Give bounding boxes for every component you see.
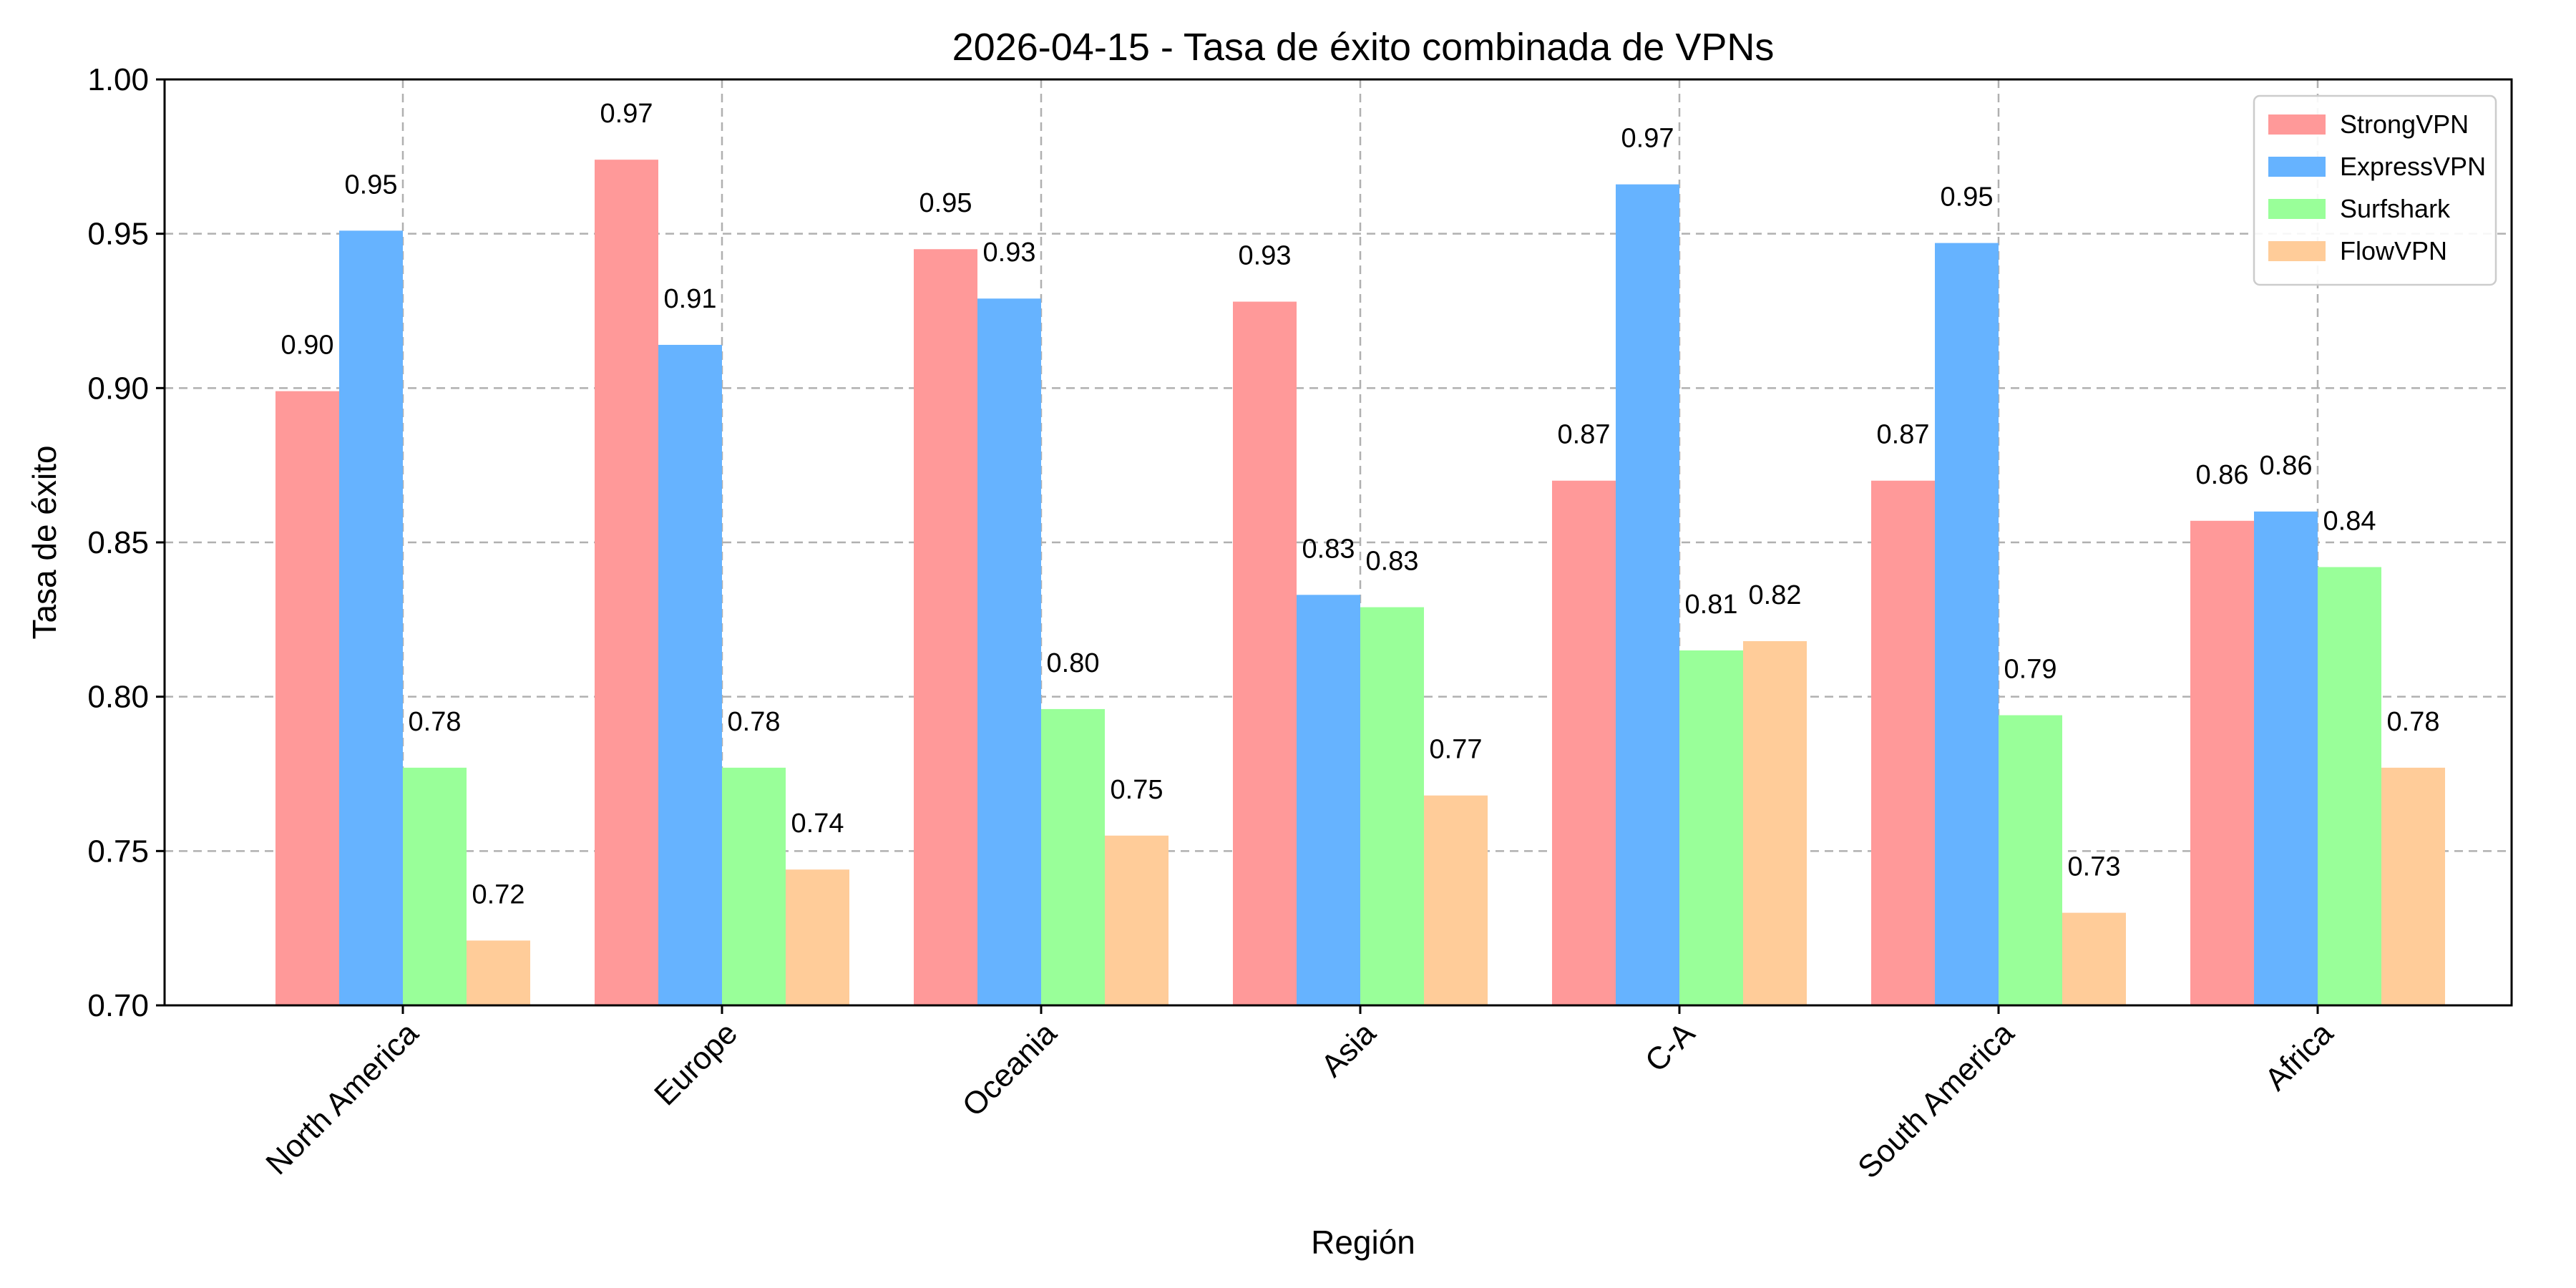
bar [403, 767, 467, 1005]
bar [2062, 912, 2126, 1005]
bar [1041, 708, 1105, 1005]
legend-box [2253, 94, 2497, 286]
bar-value-label: 0.78 [728, 707, 781, 737]
bar [658, 344, 722, 1005]
bar [1424, 795, 1488, 1005]
x-tick-label: South America [1851, 1015, 2021, 1185]
bar [977, 298, 1041, 1005]
legend-swatch [2268, 199, 2326, 219]
bar-value-label: 0.72 [472, 879, 525, 909]
bar-value-label: 0.73 [2068, 852, 2121, 882]
bar [786, 869, 849, 1005]
bar-value-label: 0.79 [2004, 655, 2057, 685]
y-axis-label: Tasa de éxito [26, 445, 63, 639]
y-tick-label: 0.95 [87, 217, 149, 252]
legend-label: StrongVPN [2340, 109, 2469, 139]
y-tick-label: 0.80 [87, 680, 149, 715]
bar [1999, 715, 2062, 1005]
bar-value-label: 0.75 [1111, 775, 1163, 805]
x-tick-label: North America [259, 1015, 425, 1181]
bar-value-label: 0.77 [1430, 735, 1483, 765]
bar-value-label: 0.93 [1239, 241, 1292, 271]
bar-value-label: 0.86 [2260, 451, 2313, 481]
legend-swatch [2268, 114, 2326, 135]
bar [2190, 520, 2254, 1005]
bar [1552, 480, 1616, 1005]
y-tick-label: 0.90 [87, 371, 149, 406]
bar [1871, 480, 1935, 1005]
bar-value-label: 0.91 [664, 284, 717, 314]
bar [914, 249, 977, 1005]
bar [1743, 641, 1807, 1005]
bar-value-label: 0.83 [1366, 547, 1419, 577]
bar-value-label: 0.78 [409, 707, 462, 737]
bar [339, 230, 403, 1006]
legend-label: FlowVPN [2340, 236, 2447, 265]
x-axis: North America Europe Oceania Asia C-A South A… [259, 1005, 2340, 1185]
x-tick-label: Oceania [956, 1015, 1064, 1123]
bar-value-label: 0.81 [1685, 590, 1738, 620]
bar [2254, 511, 2318, 1005]
bar-value-label: 0.95 [1941, 182, 1994, 213]
y-axis: 0.70 0.75 0.80 0.85 0.90 0.95 1.00 [87, 62, 165, 1023]
bar-value-label: 0.93 [983, 238, 1036, 268]
bar [1105, 835, 1169, 1005]
bar-value-label: 0.83 [1302, 534, 1355, 564]
legend-swatch [2268, 157, 2326, 177]
y-tick-label: 1.00 [87, 62, 149, 97]
bar-value-label: 0.95 [345, 170, 398, 200]
bar [1679, 650, 1743, 1005]
bar-value-label: 0.74 [791, 809, 844, 839]
bar-value-label: 0.87 [1558, 420, 1611, 450]
bar-value-label: 0.90 [281, 331, 334, 361]
legend-label: Surfshark [2340, 194, 2451, 223]
chart-title: 2026-04-15 - Tasa de éxito combinada de … [952, 26, 1775, 69]
bar [1360, 607, 1424, 1005]
bar [467, 940, 530, 1005]
bar [275, 391, 339, 1005]
bar [1935, 243, 1999, 1005]
bar-value-label: 0.95 [919, 188, 972, 218]
bar [1297, 595, 1360, 1005]
x-tick-label: Asia [1314, 1015, 1383, 1084]
x-axis-label: Región [1311, 1224, 1415, 1261]
bar [722, 767, 786, 1005]
bar [595, 160, 658, 1005]
bar [1616, 184, 1679, 1005]
bar-value-label: 0.97 [1621, 124, 1674, 154]
y-tick-label: 0.85 [87, 525, 149, 560]
bar-value-label: 0.97 [600, 99, 653, 129]
bar-value-label: 0.86 [2196, 460, 2249, 490]
bar-value-label: 0.84 [2323, 507, 2376, 537]
x-tick-label: C-A [1639, 1015, 1702, 1079]
legend-swatch [2268, 241, 2326, 261]
bar-value-label: 0.80 [1047, 648, 1100, 678]
bar [2318, 567, 2381, 1005]
bar [2381, 767, 2445, 1005]
bar-labels: 0.90 0.97 0.95 0.93 0.87 0.87 0.86 0.95 0.91 0.93… [281, 99, 2440, 909]
y-tick-label: 0.70 [87, 988, 149, 1023]
bar [1233, 301, 1297, 1005]
legend: StrongVPN ExpressVPN Surfshark FlowVPN [2253, 94, 2497, 286]
bar-value-label: 0.87 [1877, 420, 1930, 450]
legend-label: ExpressVPN [2340, 152, 2486, 181]
y-tick-label: 0.75 [87, 834, 149, 869]
x-tick-label: Africa [2258, 1015, 2341, 1098]
x-tick-label: Europe [648, 1015, 744, 1112]
bar-value-label: 0.78 [2387, 707, 2440, 737]
bars [275, 160, 2445, 1006]
bar-value-label: 0.82 [1749, 580, 1802, 610]
